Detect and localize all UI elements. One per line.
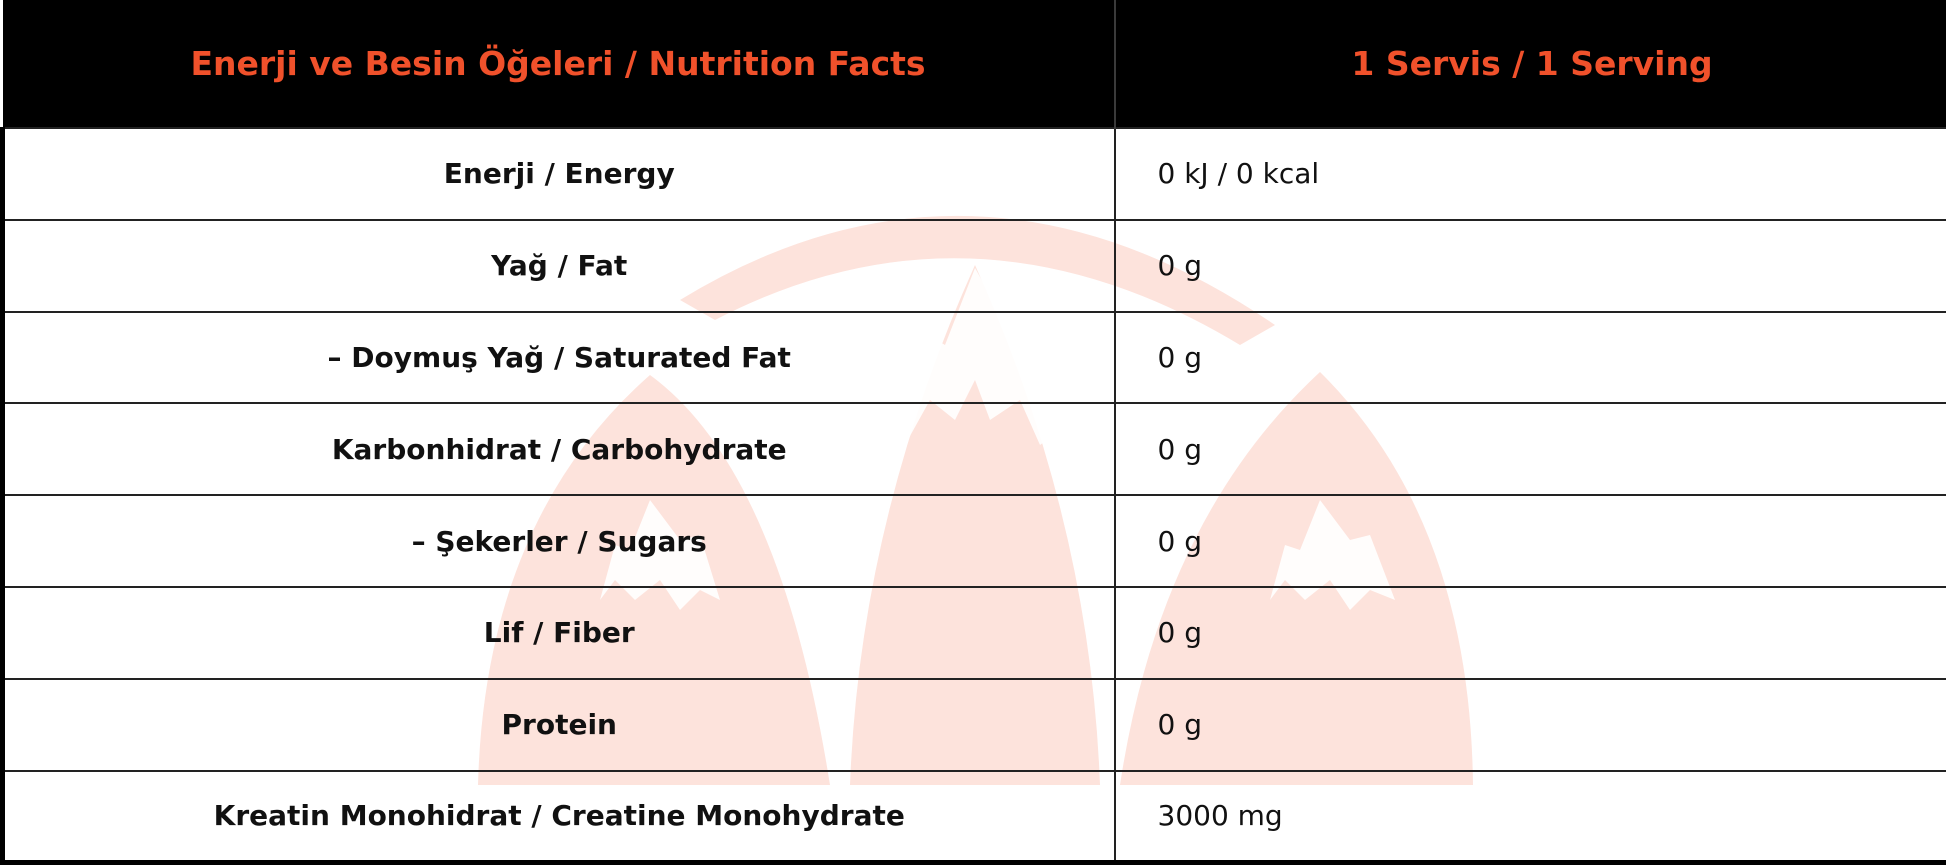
table-row: Kreatin Monohidrat / Creatine Monohydrat… bbox=[0, 769, 1946, 865]
table-row: Protein 0 g bbox=[0, 677, 1946, 772]
nutrient-value-sugars: 0 g bbox=[1113, 494, 1946, 589]
header-nutrient-column: Enerji ve Besin Öğeleri / Nutrition Fact… bbox=[2, 0, 1116, 128]
table-row: Karbonhidrat / Carbohydrate 0 g bbox=[0, 402, 1946, 497]
nutrient-label-carbohydrate: Karbonhidrat / Carbohydrate bbox=[0, 402, 1116, 497]
nutrient-value-protein: 0 g bbox=[1113, 677, 1946, 772]
table-header: Enerji ve Besin Öğeleri / Nutrition Fact… bbox=[2, 0, 1946, 128]
nutrient-value-fiber: 0 g bbox=[1113, 586, 1946, 680]
nutrient-label-fat: Yağ / Fat bbox=[0, 218, 1116, 313]
nutrient-label-energy: Enerji / Energy bbox=[0, 127, 1116, 221]
nutrient-label-fiber: Lif / Fiber bbox=[0, 586, 1116, 680]
table-body: Enerji / Energy 0 kJ / 0 kcal Yağ / Fat … bbox=[0, 127, 1946, 865]
nutrient-value-saturated-fat: 0 g bbox=[1113, 310, 1946, 405]
nutrient-label-saturated-fat: – Doymuş Yağ / Saturated Fat bbox=[0, 310, 1116, 405]
nutrient-value-carbohydrate: 0 g bbox=[1113, 402, 1946, 497]
nutrient-label-sugars: – Şekerler / Sugars bbox=[0, 494, 1116, 589]
nutrient-value-energy: 0 kJ / 0 kcal bbox=[1113, 127, 1946, 221]
table-row: – Doymuş Yağ / Saturated Fat 0 g bbox=[0, 310, 1946, 405]
table-row: – Şekerler / Sugars 0 g bbox=[0, 494, 1946, 589]
header-row: Enerji ve Besin Öğeleri / Nutrition Fact… bbox=[2, 0, 1946, 128]
header-serving-column: 1 Servis / 1 Serving bbox=[1351, 44, 1713, 83]
table-row: Lif / Fiber 0 g bbox=[0, 586, 1946, 680]
table-row: Enerji / Energy 0 kJ / 0 kcal bbox=[0, 127, 1946, 221]
nutrient-label-protein: Protein bbox=[0, 677, 1116, 772]
nutrient-label-creatine: Kreatin Monohidrat / Creatine Monohydrat… bbox=[0, 769, 1116, 865]
table-row: Yağ / Fat 0 g bbox=[0, 218, 1946, 313]
nutrient-value-fat: 0 g bbox=[1113, 218, 1946, 313]
nutrient-value-creatine: 3000 mg bbox=[1113, 769, 1946, 865]
